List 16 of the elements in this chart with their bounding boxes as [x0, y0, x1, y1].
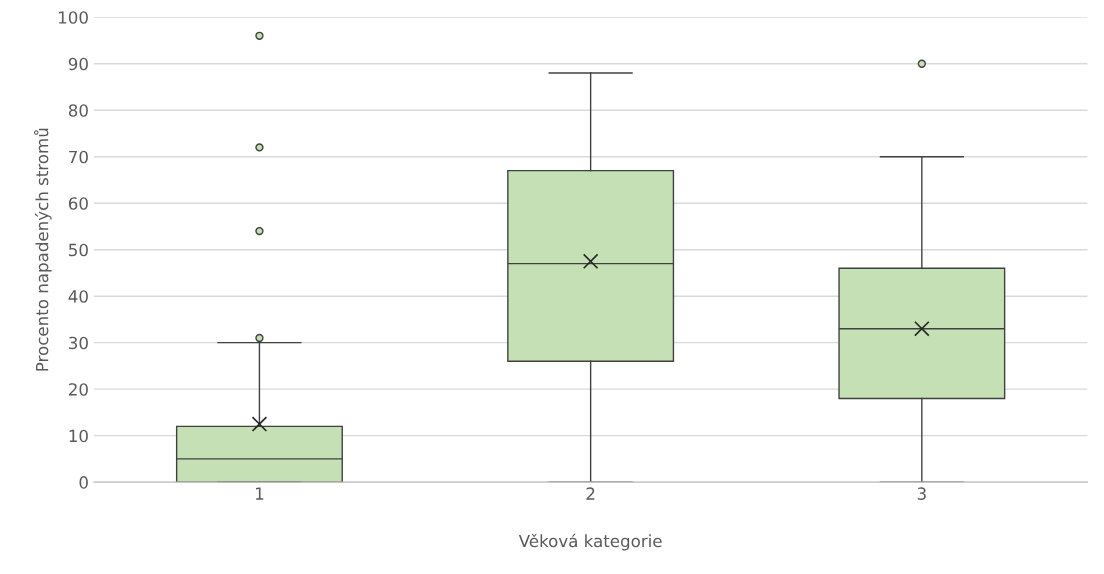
- y-tick-label: 0: [79, 476, 88, 489]
- y-tick-label: 40: [68, 290, 88, 303]
- y-tick-label: 90: [68, 57, 88, 71]
- y-tick-label: 60: [68, 197, 88, 210]
- x-tick-label: 3: [917, 487, 926, 500]
- x-tick-label: 2: [586, 487, 595, 500]
- y-tick-label: 80: [68, 104, 88, 117]
- x-tick-label: 1: [255, 487, 264, 500]
- y-tick-label: 100: [59, 11, 88, 24]
- y-tick-label: 20: [68, 383, 88, 396]
- y-tick-label: 10: [69, 429, 88, 443]
- y-tick-label: 30: [69, 336, 88, 350]
- y-axis-title: Procento napadených stromů: [34, 128, 52, 371]
- y-tick-label: 50: [69, 243, 88, 257]
- y-tick-label: 70: [69, 150, 88, 164]
- x-axis-title: Věková kategorie: [518, 533, 662, 551]
